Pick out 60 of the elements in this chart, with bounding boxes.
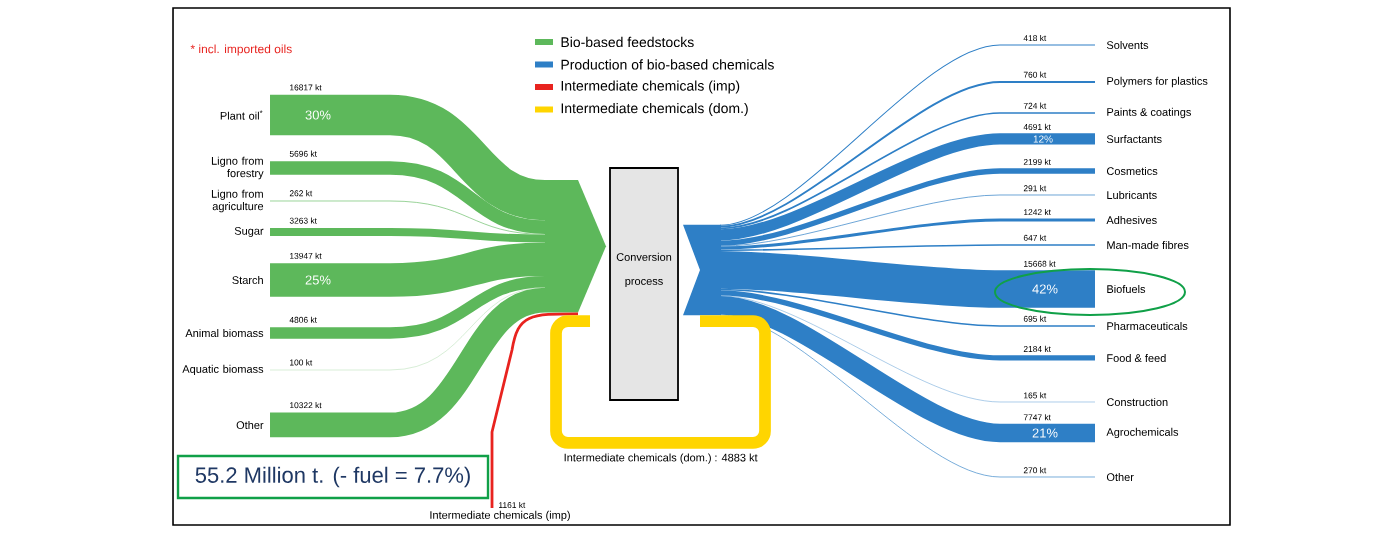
category-label: Aquatic biomass — [182, 364, 264, 376]
text: * incl. imported oils — [190, 44, 292, 56]
category-label: Intermediate chemicals (dom.) — [564, 453, 711, 464]
data-label: 16817 kt — [290, 84, 322, 91]
category-label: Intermediate chemicals (imp) — [430, 510, 570, 522]
category-label: Construction — [1106, 397, 1168, 407]
text: 21% — [1032, 428, 1058, 438]
category-label: Other — [1106, 472, 1134, 482]
data-label: 5696 kt — [289, 150, 317, 157]
category-label: Surfactants — [1106, 134, 1162, 144]
data-label: 262 kt — [289, 190, 313, 197]
legend-label: Production of bio-based chemicals — [561, 59, 774, 70]
data-label: 13947 kt — [290, 252, 322, 259]
data-label: 291 kt — [1023, 185, 1047, 192]
category-label: Polymers for plastics — [1107, 76, 1208, 88]
text: 12% — [1033, 135, 1053, 143]
category-label: Ligno from forestry — [211, 156, 264, 180]
data-label: 695 kt — [1023, 315, 1047, 322]
data-label: 760 kt — [1023, 71, 1047, 78]
text: 30% — [305, 110, 331, 120]
category-label: Ligno from agriculture — [211, 189, 264, 213]
data-label: : 4883 kt — [715, 453, 758, 462]
data-label: 270 kt — [1023, 467, 1047, 474]
legend-label: Bio-based feedstocks — [561, 36, 694, 48]
category-label: Biofuels — [1107, 284, 1146, 294]
data-label: 15668 kt — [1024, 260, 1056, 267]
category-label: Cosmetics — [1106, 166, 1158, 176]
category-label: Plant oil$^{*}$ — [220, 110, 263, 120]
category-label: Other — [236, 420, 264, 430]
category-label: Man-made fibres — [1107, 240, 1189, 250]
category-label: Food & feed — [1107, 353, 1166, 363]
data-label: 2199 kt — [1023, 158, 1051, 165]
text: 55.2 Million t. (- fuel = 7.7%) — [195, 466, 470, 488]
category-label: Pharmaceuticals — [1107, 321, 1188, 331]
data-label: 3263 kt — [289, 217, 317, 224]
category-label: Sugar — [234, 227, 264, 237]
data-label: 100 kt — [290, 359, 313, 366]
data-label: 2184 kt — [1023, 345, 1051, 352]
data-label: 4691 kt — [1023, 123, 1051, 130]
category-label: Solvents — [1106, 40, 1149, 50]
text: 42% — [1032, 284, 1058, 294]
text: 25% — [305, 275, 331, 285]
data-label: 165 kt — [1024, 392, 1047, 399]
data-label: 1161 kt — [499, 501, 526, 509]
data-label: 1242 kt — [1024, 208, 1051, 216]
category-label: Starch — [232, 275, 263, 285]
data-label: 724 kt — [1023, 102, 1047, 109]
category-label: Agrochemicals — [1106, 427, 1179, 439]
text: Conversion process — [616, 252, 672, 288]
category-label: Adhesives — [1106, 215, 1157, 225]
data-label: 647 kt — [1023, 234, 1047, 241]
data-label: 7747 kt — [1023, 414, 1051, 421]
category-label: Lubricants — [1107, 190, 1157, 200]
data-label: 10322 kt — [290, 402, 322, 409]
data-label: 4806 kt — [289, 316, 317, 323]
legend-label: Intermediate chemicals (dom.) — [561, 102, 748, 116]
data-label: 418 kt — [1023, 34, 1047, 42]
legend-label: Intermediate chemicals (imp) — [561, 80, 740, 94]
category-label: Animal biomass — [185, 328, 264, 338]
category-label: Paints & coatings — [1107, 107, 1191, 119]
